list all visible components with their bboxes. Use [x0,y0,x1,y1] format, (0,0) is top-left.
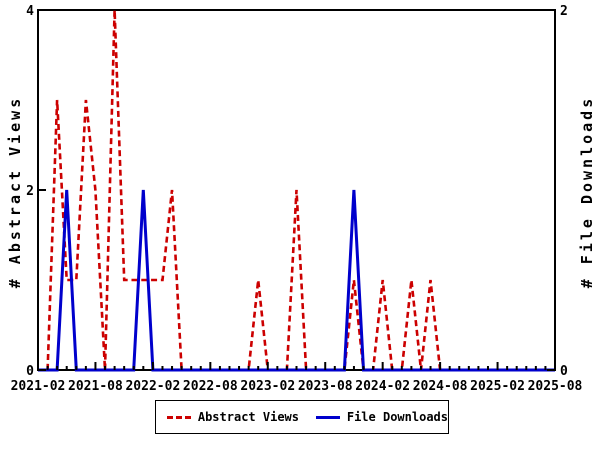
x-tick-label: 2024-02 [355,379,410,394]
left-axis-tick-label: 2 [26,184,34,199]
x-tick-label: 2022-08 [183,379,238,394]
right-axis-tick-label: 0 [560,364,568,379]
file-downloads-solid-line-icon [316,415,340,419]
legend: Abstract Views File Downloads [155,400,449,434]
x-tick-label: 2021-08 [68,379,123,394]
abstract-views-dashed-line-icon [167,415,191,419]
legend-label-abstract-views: Abstract Views [197,410,299,424]
x-tick-label: 2025-02 [470,379,525,394]
file-downloads-line [38,189,555,372]
x-tick-label: 2024-08 [413,379,468,394]
right-axis-title: # File Downloads [578,95,596,289]
left-axis-tick-label: 0 [26,364,34,379]
left-axis-title: # Abstract Views [6,95,24,289]
legend-label-file-downloads: File Downloads [346,410,448,424]
x-tick-label: 2025-08 [528,379,583,394]
right-axis-tick-label: 2 [560,4,568,19]
x-tick-label: 2021-02 [11,379,66,394]
left-axis-tick-label: 4 [26,4,34,19]
x-tick-label: 2022-02 [125,379,180,394]
x-tick-label: 2023-08 [298,379,353,394]
x-tick-label: 2023-02 [240,379,295,394]
abstract-views-line [38,9,555,372]
